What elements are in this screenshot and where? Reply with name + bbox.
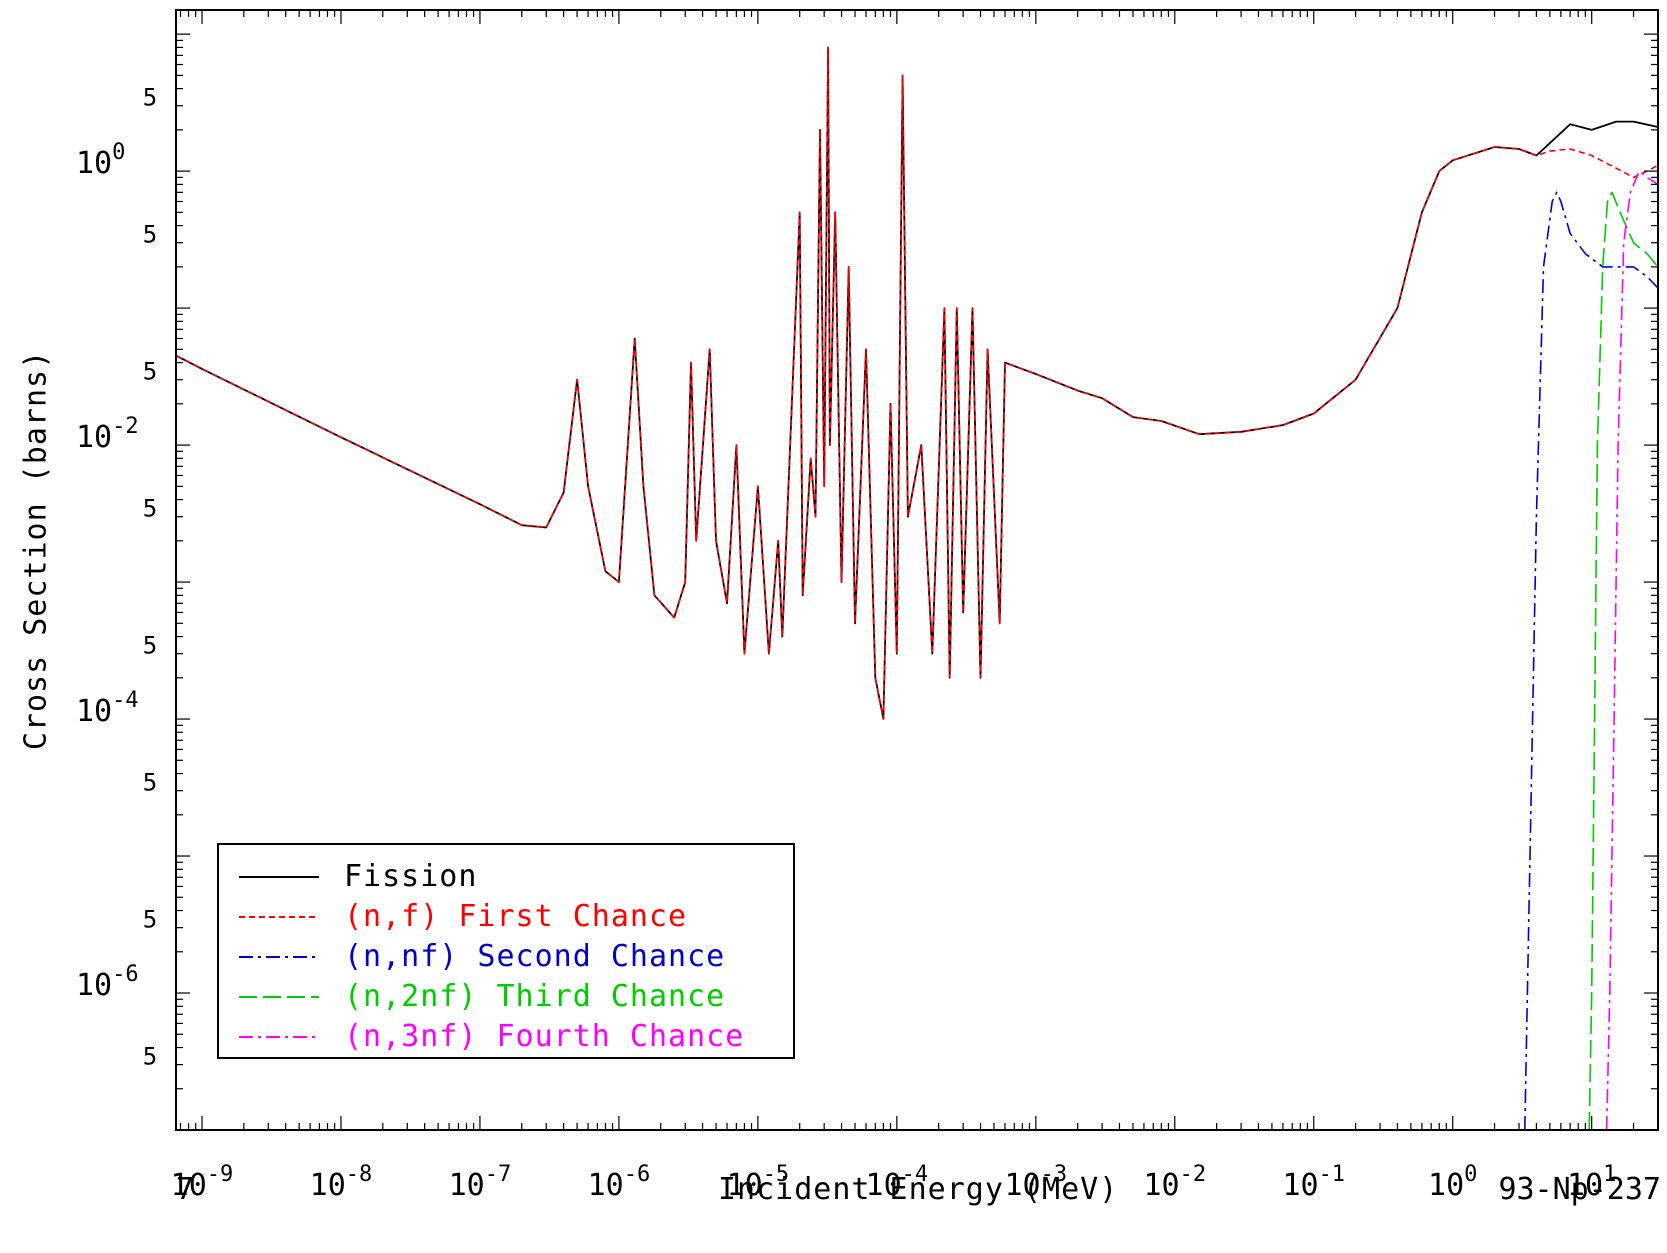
legend-swatch	[239, 956, 319, 958]
y-minor-label: 5	[143, 631, 157, 659]
y-tick-label: 10-6	[76, 962, 139, 1003]
legend-entry-third-chance: (n,2nf) Third Chance	[219, 977, 793, 1017]
series-line-1	[176, 46, 1658, 720]
legend-swatch	[239, 876, 319, 878]
series-line-4	[1605, 170, 1658, 1130]
legend-label: (n,2nf) Third Chance	[344, 979, 726, 1014]
y-minor-label: 5	[143, 494, 157, 522]
y-minor-label: 5	[143, 357, 157, 385]
y-minor-label: 5	[143, 220, 157, 248]
axes-layer: 10-9 10-8 10-7 10-6 10-5 10-4 10-3 10-2 10-1 100 1…	[76, 10, 1659, 1203]
series-line-0	[176, 46, 1658, 720]
x-tick-label: 10-3	[1005, 1162, 1068, 1203]
legend-entry-fourth-chance: (n,3nf) Fourth Chance	[219, 1017, 793, 1057]
legend-swatch	[239, 1036, 319, 1038]
legend-swatch	[239, 916, 319, 918]
legend-entry-fission: Fission	[219, 857, 793, 897]
legend: Fission (n,f) First Chance (n,nf) Second…	[217, 843, 795, 1059]
x-tick-label: 10-4	[866, 1162, 929, 1203]
series-line-2	[1524, 191, 1658, 1130]
x-tick-label: 101	[1567, 1162, 1616, 1203]
y-tick-label: 10-2	[76, 414, 139, 455]
x-tick-label: 10-9	[171, 1162, 234, 1203]
legend-label: (n,3nf) Fourth Chance	[344, 1019, 745, 1054]
x-axis-label: Incident Energy (MeV)	[718, 1172, 1119, 1207]
series-line-3	[1588, 191, 1658, 1130]
y-minor-label: 5	[143, 905, 157, 933]
x-tick-label: 10-7	[449, 1162, 512, 1203]
legend-entry-second-chance: (n,nf) Second Chance	[219, 937, 793, 977]
legend-entry-first-chance: (n,f) First Chance	[219, 897, 793, 937]
y-minor-label: 5	[143, 83, 157, 111]
x-tick-label: 10-1	[1282, 1162, 1345, 1203]
y-tick-label: 10-4	[76, 688, 139, 729]
legend-label: (n,f) First Chance	[344, 899, 688, 934]
legend-label: (n,nf) Second Chance	[344, 939, 726, 974]
page-label: 7	[176, 1172, 195, 1207]
legend-swatch	[239, 996, 319, 998]
x-tick-label: 100	[1428, 1162, 1477, 1203]
y-minor-label: 5	[143, 768, 157, 796]
legend-label: Fission	[344, 859, 478, 894]
x-tick-label: 10-8	[310, 1162, 373, 1203]
x-tick-label: 10-6	[588, 1162, 651, 1203]
x-tick-label: 10-5	[727, 1162, 790, 1203]
y-axis-label: Cross Section (barns)	[18, 349, 54, 751]
x-tick-label: 10-2	[1143, 1162, 1206, 1203]
y-minor-label: 5	[143, 1042, 157, 1070]
isotope-label: 93-Np-237	[1498, 1172, 1661, 1207]
plot-frame	[175, 9, 1659, 1131]
y-tick-label: 100	[76, 140, 125, 181]
series-layer	[176, 46, 1658, 1130]
